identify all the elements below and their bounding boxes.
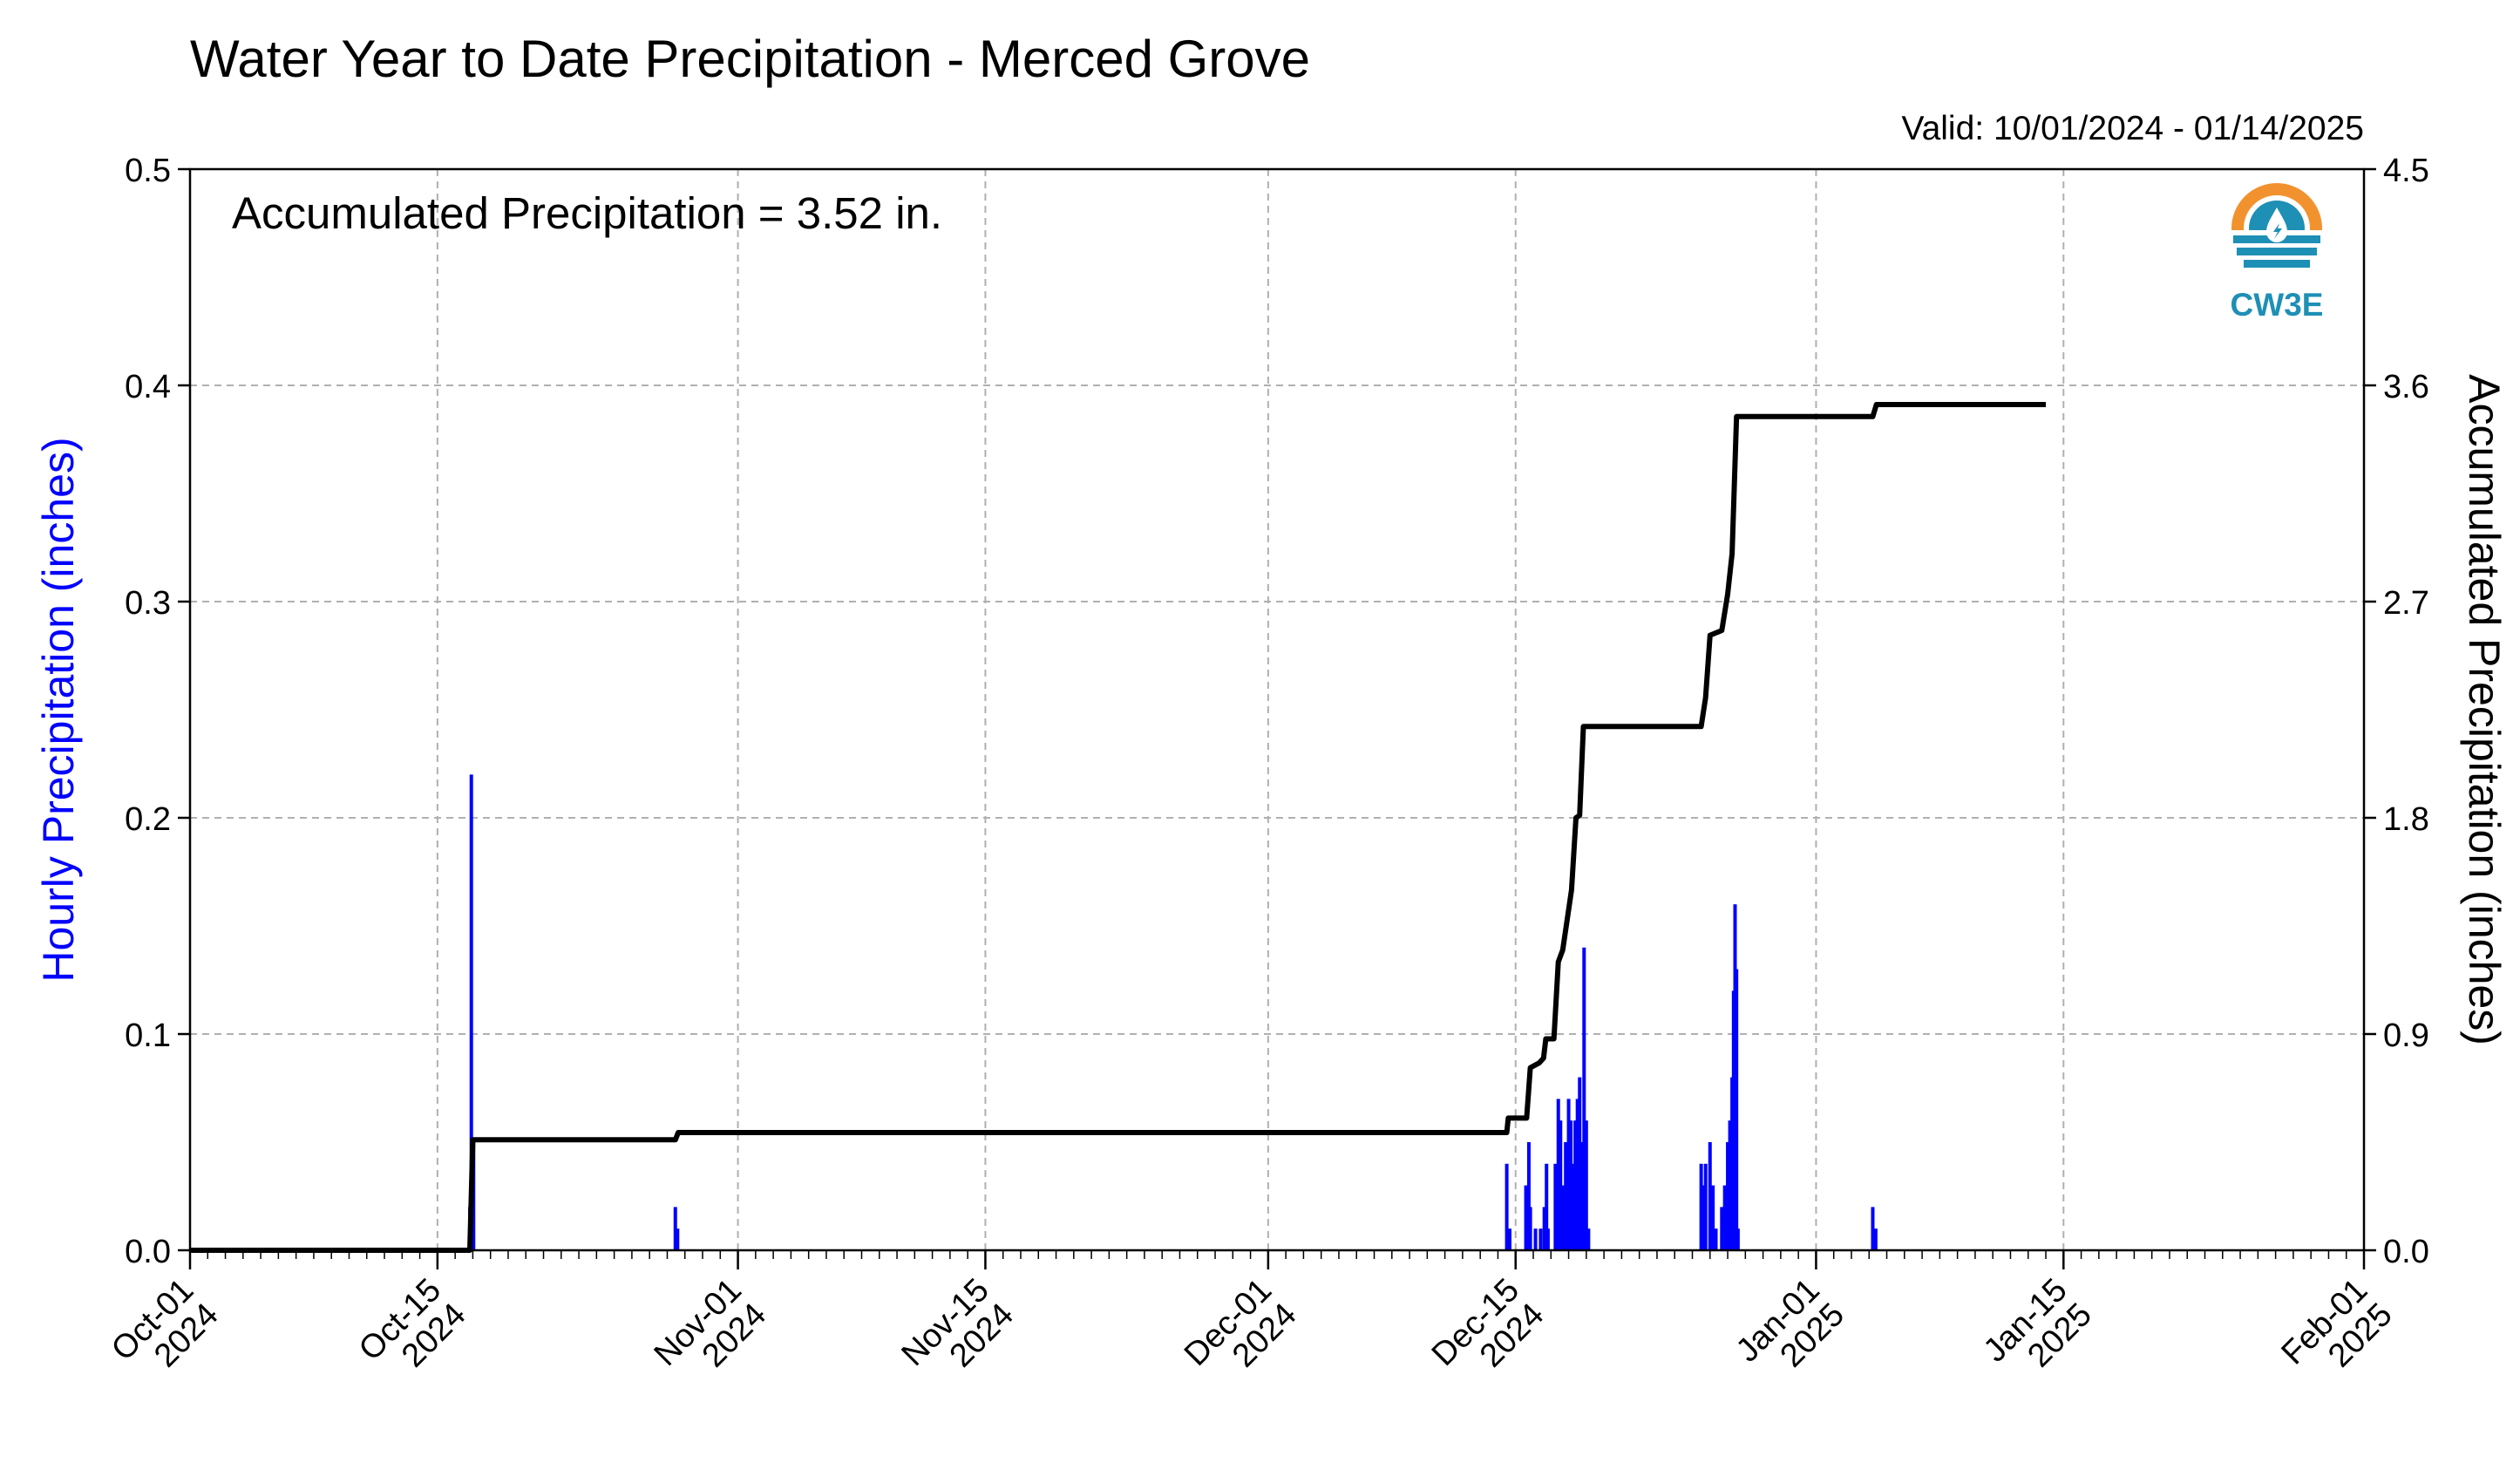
hourly-bar: [1586, 1228, 1591, 1250]
hourly-bar: [1735, 1228, 1740, 1250]
hourly-bar: [1871, 1207, 1875, 1250]
hourly-bar: [1559, 1120, 1563, 1250]
grid-lines: [190, 169, 2364, 1250]
accumulated-annotation: Accumulated Precipitation = 3.52 in.: [232, 188, 942, 238]
y2-tick-label: 2.7: [2383, 585, 2429, 622]
left-y-axis: 0.0 0.1 0.2 0.3 0.4 0.5: [125, 153, 190, 1270]
y-tick-label: 0.5: [125, 153, 171, 189]
hourly-bar: [1703, 1163, 1708, 1250]
y-tick-label: 0.4: [125, 369, 171, 405]
y-axis-label: Hourly Precipitation (inches): [34, 437, 83, 982]
right-y-axis: 0.0 0.9 1.8 2.7 3.6 4.5: [2364, 153, 2429, 1270]
hourly-bar: [1553, 1163, 1558, 1250]
hourly-bar: [1582, 947, 1586, 1250]
hourly-bar: [1584, 1120, 1588, 1250]
logo-text: CW3E: [2231, 287, 2324, 323]
hourly-bar: [1714, 1228, 1718, 1250]
hourly-bar: [1545, 1163, 1549, 1250]
hourly-bar: [469, 774, 473, 1250]
hourly-bar: [1578, 1077, 1582, 1250]
y2-tick-label: 3.6: [2383, 369, 2429, 405]
hourly-bar: [1526, 1142, 1531, 1250]
hourly-bar: [1564, 1142, 1568, 1250]
hourly-bar: [1728, 1120, 1732, 1250]
y2-axis-label: Accumulated Precipitation (inches): [2460, 374, 2509, 1045]
y-tick-label: 0.2: [125, 801, 171, 838]
hourly-bar: [1575, 1099, 1579, 1250]
y2-tick-label: 0.0: [2383, 1234, 2429, 1270]
hourly-bar: [1726, 1142, 1730, 1250]
logo-droplet-icon: [2266, 208, 2287, 242]
accumulated-series-line: [190, 402, 2046, 1253]
y-tick-label: 0.1: [125, 1017, 171, 1054]
hourly-bar: [1579, 1142, 1584, 1250]
hourly-bar: [1528, 1207, 1532, 1250]
hourly-bar: [1708, 1142, 1712, 1250]
hourly-bar: [1507, 1228, 1511, 1250]
hourly-bar: [1571, 1163, 1575, 1250]
hourly-bar: [1545, 1228, 1550, 1250]
chart-subtitle: Valid: 10/01/2024 - 01/14/2025: [1901, 110, 2364, 147]
hourly-bar: [676, 1228, 680, 1250]
hourly-bar: [673, 1207, 677, 1250]
y-tick-label: 0.0: [125, 1234, 171, 1270]
hourly-bar: [1556, 1099, 1560, 1250]
hourly-bar: [1560, 1185, 1565, 1250]
hourly-bar: [1505, 1163, 1509, 1250]
hourly-bar: [1538, 1228, 1543, 1250]
hourly-bar: [1720, 1207, 1724, 1250]
y-tick-label: 0.3: [125, 585, 171, 622]
hourly-bar: [1542, 1207, 1546, 1250]
y2-tick-label: 4.5: [2383, 153, 2429, 189]
hourly-bar: [1722, 1185, 1727, 1250]
hourly-bar: [1702, 1185, 1706, 1250]
hourly-bar: [1735, 969, 1739, 1250]
hourly-bars: [468, 774, 1878, 1250]
y2-tick-label: 0.9: [2383, 1017, 2429, 1054]
hourly-bar: [1573, 1120, 1578, 1250]
plot-frame: [188, 167, 2366, 1252]
hourly-bar: [1524, 1185, 1528, 1250]
accumulated-line: [190, 402, 2046, 1253]
hourly-bar: [1711, 1185, 1715, 1250]
hourly-bar: [1566, 1099, 1571, 1250]
hourly-bar: [1569, 1120, 1573, 1250]
hourly-bar: [1873, 1228, 1878, 1250]
y2-tick-label: 1.8: [2383, 801, 2429, 838]
hourly-bar: [1533, 1228, 1538, 1250]
cw3e-logo: CW3E: [2230, 183, 2324, 323]
hourly-bar: [1699, 1163, 1703, 1250]
chart-title: Water Year to Date Precipitation - Merce…: [190, 30, 1310, 88]
